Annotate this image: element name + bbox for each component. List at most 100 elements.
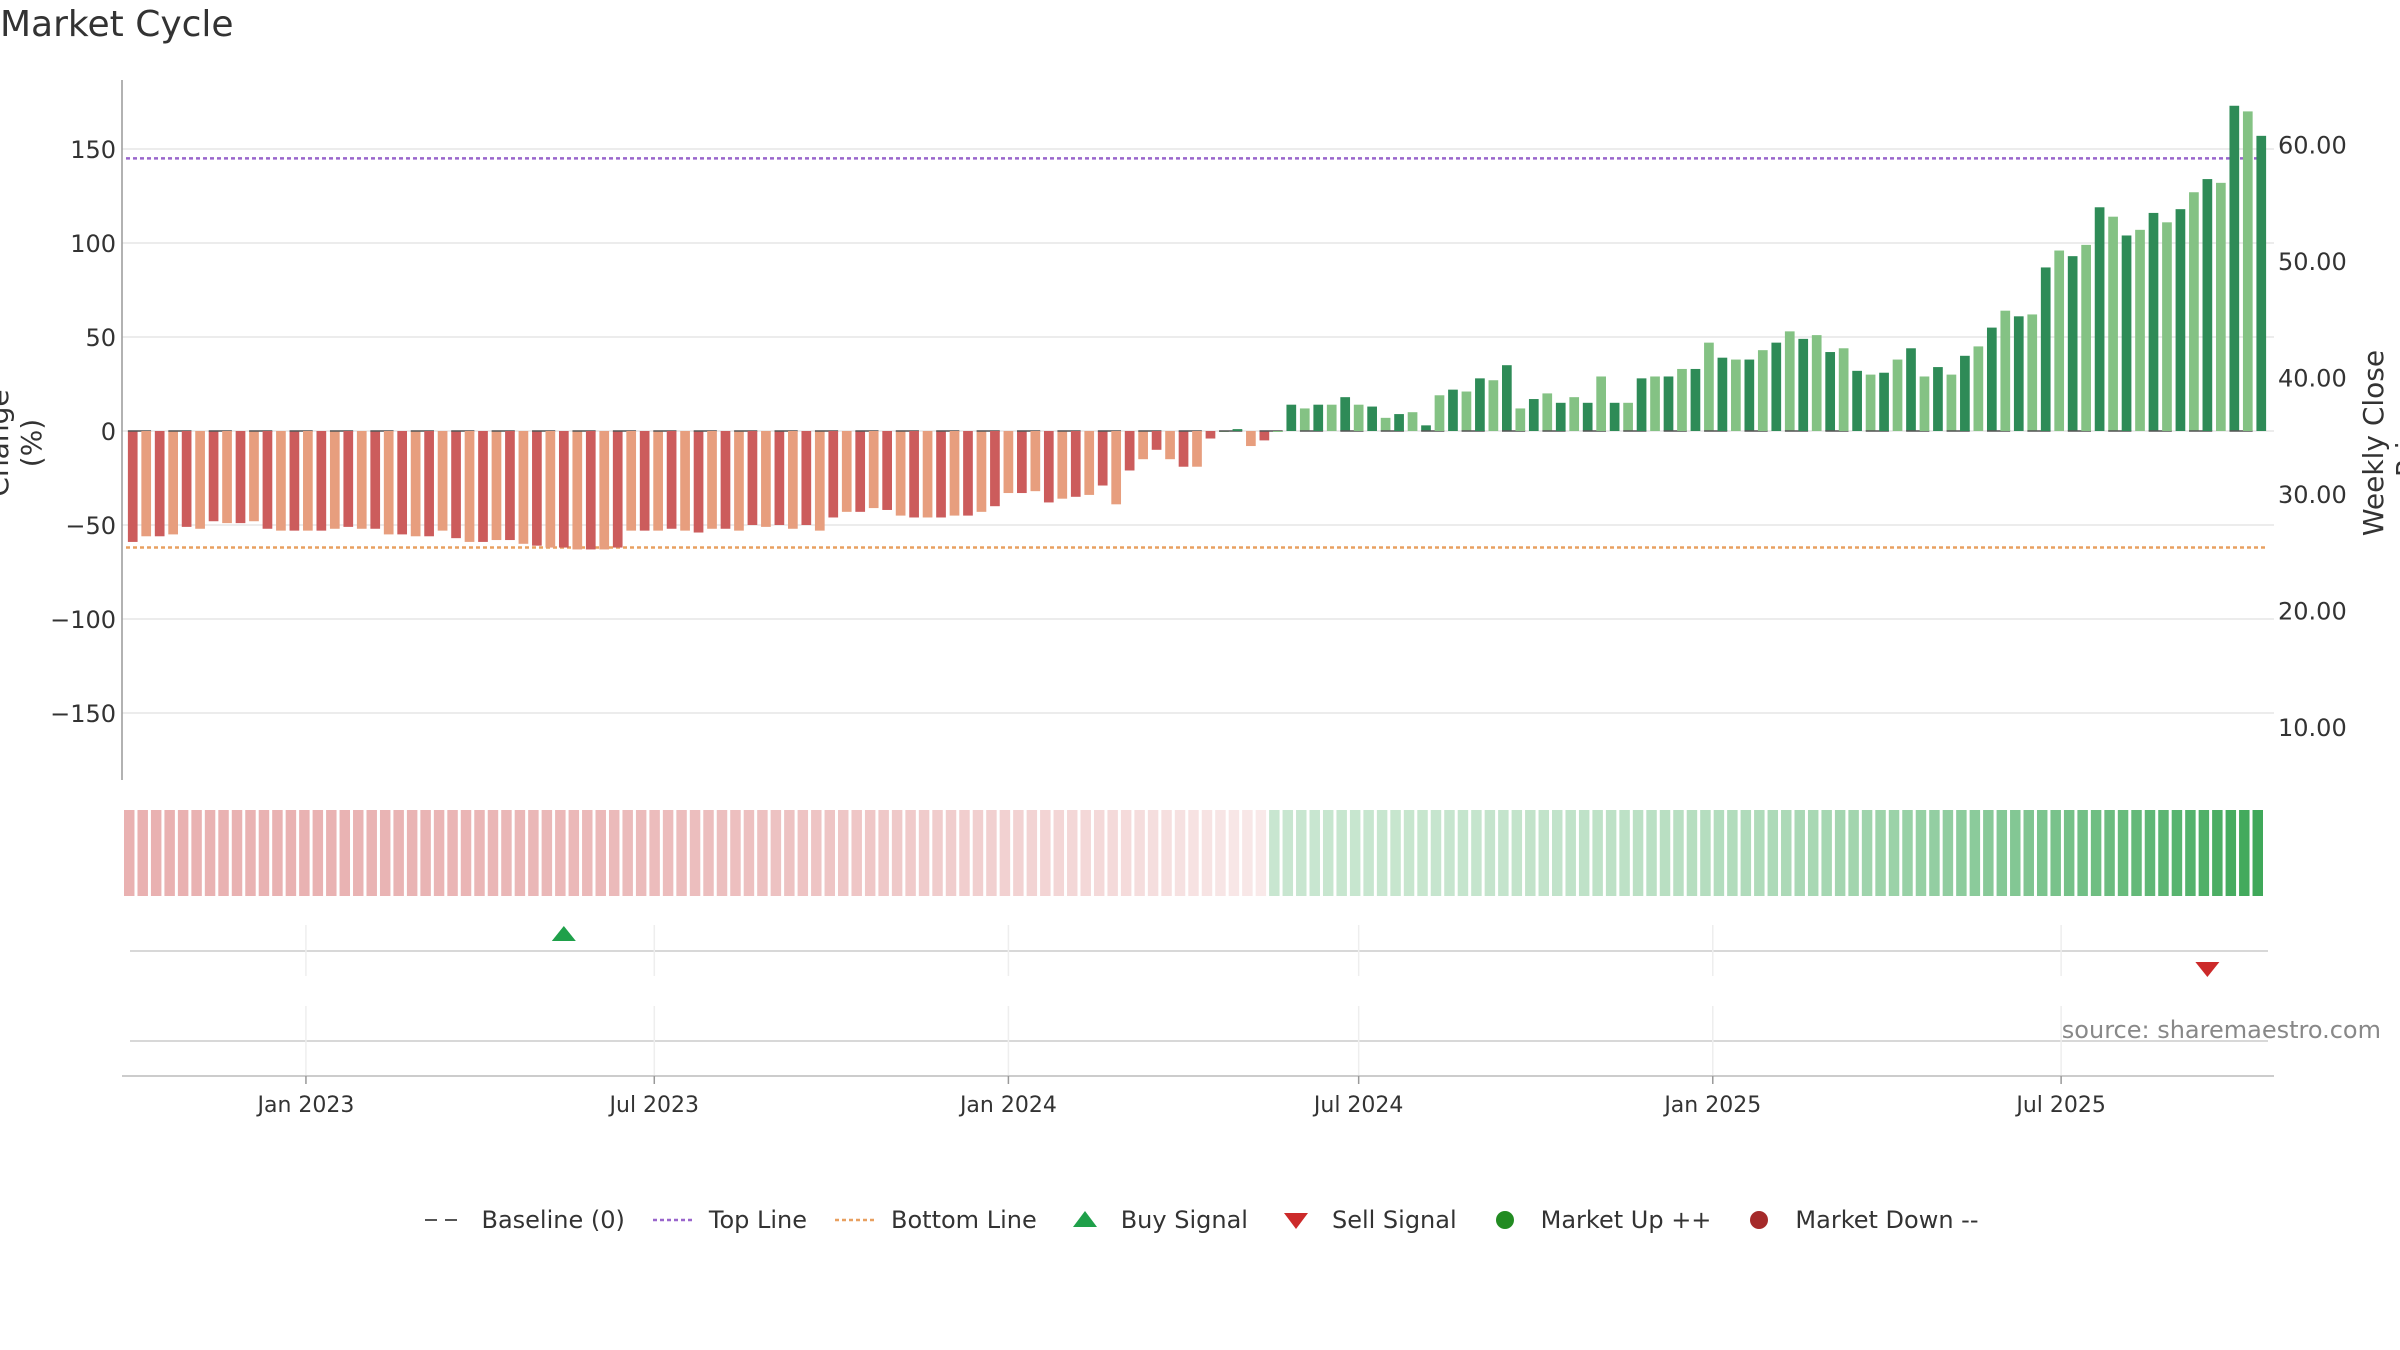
bar — [1852, 370, 1862, 431]
bar — [1272, 431, 1283, 432]
bar — [1030, 431, 1041, 492]
band-cell — [743, 810, 755, 896]
bar — [1165, 431, 1175, 460]
legend-label: Sell Signal — [1331, 1206, 1457, 1234]
band-cell — [2104, 810, 2115, 896]
legend-item-market-down[interactable]: Market Down -- — [1735, 1206, 1979, 1234]
band-cell — [784, 810, 795, 896]
band-cell — [918, 810, 930, 896]
band-cell — [1093, 810, 1105, 896]
band-cell — [1902, 810, 1913, 896]
band-cell — [1578, 810, 1590, 896]
bar — [734, 431, 744, 531]
band-cell — [2050, 810, 2061, 896]
band-cell — [1242, 810, 1253, 896]
band-cell — [177, 810, 189, 896]
x-tick-label: Jan 2023 — [255, 1093, 354, 1118]
bar — [572, 431, 583, 550]
band-cell — [460, 810, 472, 896]
legend-item-sell[interactable]: Sell Signal — [1272, 1206, 1457, 1234]
band-cell — [649, 810, 660, 896]
bar-series — [127, 105, 2267, 550]
bar — [1380, 417, 1391, 431]
bar — [1407, 412, 1418, 431]
bar — [235, 431, 246, 524]
bar — [1475, 378, 1485, 431]
bar — [1057, 431, 1068, 499]
band-cell — [689, 810, 701, 896]
bar — [787, 431, 798, 529]
band-cell — [1552, 810, 1563, 896]
band-cell — [1390, 810, 1401, 896]
band-cell — [972, 810, 984, 896]
bar — [1232, 429, 1243, 431]
band-cell — [124, 810, 135, 896]
band-cell — [1983, 810, 1994, 896]
legend-label: Baseline (0) — [481, 1206, 625, 1234]
band-cell — [1403, 810, 1415, 896]
band-cell — [2077, 810, 2088, 896]
band-cell — [312, 810, 324, 896]
bar — [1448, 389, 1458, 431]
band-cell — [2225, 810, 2237, 896]
legend-label: Buy Signal — [1120, 1206, 1248, 1234]
band-cell — [2090, 810, 2102, 896]
band-cell — [1511, 810, 1523, 896]
bar — [451, 431, 461, 539]
band-cell — [1821, 810, 1832, 896]
x-axis: Jan 2023 Jul 2023 Jan 2024 Jul 2024 Jan 2025… — [122, 1075, 2274, 1118]
bar — [1811, 335, 1822, 431]
band-cell — [1727, 810, 1738, 896]
band-cell — [487, 810, 499, 896]
band-cell — [191, 810, 202, 896]
bar — [922, 431, 933, 518]
legend-item-buy[interactable]: Buy Signal — [1061, 1206, 1248, 1234]
y-tick-label: 100 — [70, 230, 116, 258]
bar — [949, 431, 960, 516]
bar — [1111, 431, 1122, 505]
bar — [1636, 378, 1647, 431]
legend: Baseline (0) Top Line Bottom Line Buy Si… — [0, 1206, 2400, 1234]
bar — [397, 431, 408, 535]
bar — [1084, 431, 1095, 495]
bar — [1986, 327, 1997, 431]
bar — [1960, 355, 1970, 431]
band-cell — [204, 810, 216, 896]
legend-item-bottom-line[interactable]: Bottom Line — [831, 1206, 1037, 1234]
bar — [2229, 105, 2240, 431]
band-cell — [2131, 810, 2142, 896]
band-cell — [1538, 810, 1549, 896]
bar — [936, 431, 946, 518]
bar — [545, 431, 556, 548]
circle-icon — [1735, 1210, 1783, 1230]
band-cell — [514, 810, 526, 896]
band-cell — [1484, 810, 1496, 896]
bar — [1609, 402, 1620, 431]
bar — [585, 431, 596, 550]
band-cell — [2198, 810, 2210, 896]
band-cell — [2036, 810, 2048, 896]
band-cell — [447, 810, 458, 896]
bar — [491, 431, 502, 541]
band-cell — [272, 810, 283, 896]
bar — [1205, 431, 1216, 439]
band-cell — [1942, 810, 1954, 896]
bar — [276, 431, 286, 531]
band-cell — [353, 810, 364, 896]
bar — [1825, 352, 1836, 431]
cycle-band — [124, 810, 2263, 896]
band-cell — [1201, 810, 1213, 896]
band-cell — [878, 810, 889, 896]
band-cell — [1269, 810, 1280, 896]
legend-item-market-up[interactable]: Market Up ++ — [1481, 1206, 1711, 1234]
y-tick-label: −100 — [50, 606, 116, 634]
y2-tick-label: 10.00 — [2278, 714, 2347, 742]
bar — [1313, 404, 1324, 431]
bar — [1124, 431, 1135, 471]
legend-item-top-line[interactable]: Top Line — [649, 1206, 807, 1234]
x-tick-label: Jul 2025 — [2014, 1093, 2106, 1118]
bar — [1933, 367, 1943, 431]
bar — [383, 431, 394, 535]
legend-item-baseline[interactable]: Baseline (0) — [421, 1206, 625, 1234]
